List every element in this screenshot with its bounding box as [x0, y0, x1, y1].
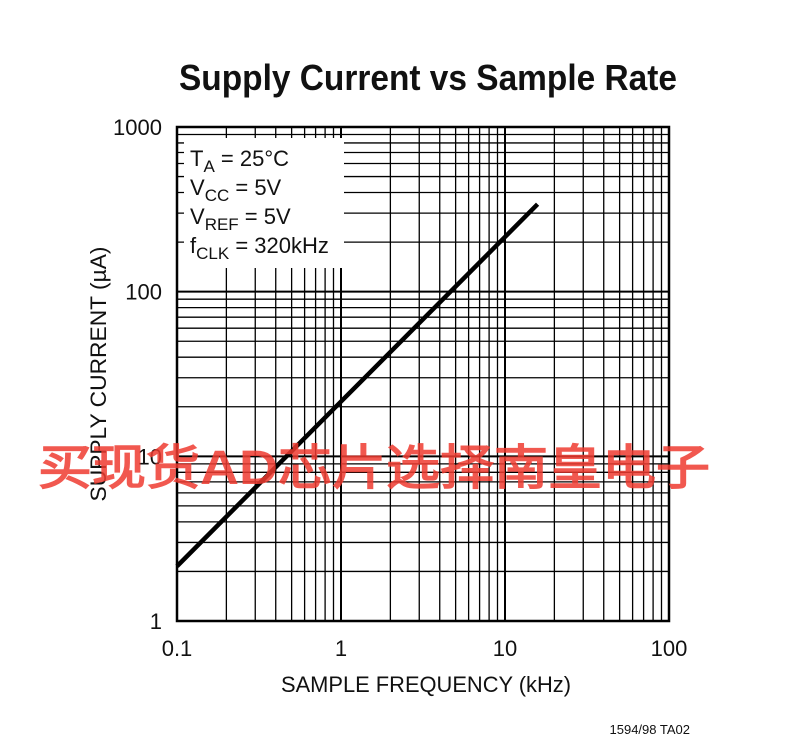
x-tick-label: 1 — [335, 636, 347, 661]
chart-title: Supply Current vs Sample Rate — [179, 57, 677, 98]
annotation-sub: CC — [205, 186, 230, 205]
y-tick-label: 1 — [150, 609, 162, 634]
annotation-main: T — [190, 146, 203, 171]
annotation-sub: A — [203, 157, 215, 176]
y-tick-label: 10 — [138, 444, 162, 469]
x-tick-label: 0.1 — [162, 636, 193, 661]
annotation-main: f — [190, 233, 197, 258]
annotation-rest: = 25°C — [215, 146, 289, 171]
x-tick-label: 10 — [493, 636, 517, 661]
annotation-rest: = 5V — [229, 175, 281, 200]
plot-frame — [175, 125, 671, 623]
x-tick-label: 100 — [651, 636, 688, 661]
data-line — [175, 202, 540, 568]
annotation: VREF = 5V — [190, 204, 291, 234]
annotation-sub: REF — [205, 215, 239, 234]
y-tick-label: 1000 — [113, 115, 162, 140]
footnote: 1594/98 TA02 — [610, 722, 690, 737]
y-axis-label: SUPPLY CURRENT (µA) — [86, 247, 111, 502]
x-axis-label: SAMPLE FREQUENCY (kHz) — [281, 672, 571, 697]
annotation-rest: = 320kHz — [229, 233, 329, 258]
annotation-main: V — [190, 175, 205, 200]
y-tick-label: 100 — [125, 280, 162, 305]
annotation: fCLK = 320kHz — [190, 233, 329, 263]
annotation-box — [184, 138, 344, 268]
annotation-sub: CLK — [196, 244, 230, 263]
annotation: VCC = 5V — [190, 175, 282, 205]
annotation: TA = 25°C — [190, 146, 289, 176]
annotation-main: V — [190, 204, 205, 229]
annotation-rest: = 5V — [239, 204, 291, 229]
watermark: 买现货AD芯片选择南皇电子 — [38, 442, 710, 495]
